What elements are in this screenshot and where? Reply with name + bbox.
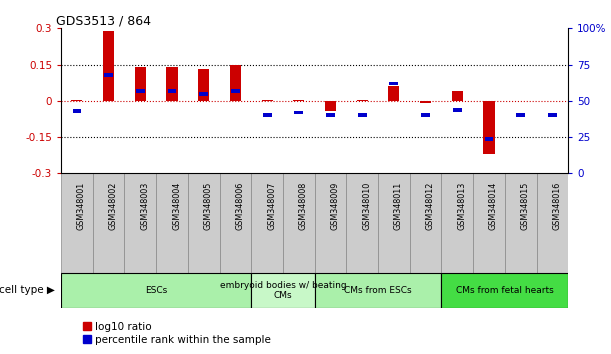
- Bar: [295, 110, 303, 114]
- Bar: [293, 100, 304, 101]
- Bar: [315, 273, 441, 308]
- Bar: [136, 89, 145, 93]
- Text: GSM348015: GSM348015: [521, 181, 530, 230]
- Text: GDS3513 / 864: GDS3513 / 864: [56, 14, 151, 27]
- Bar: [516, 114, 525, 117]
- Text: GSM348006: GSM348006: [235, 181, 244, 230]
- Bar: [73, 109, 81, 113]
- Bar: [315, 173, 346, 273]
- Text: GSM348007: GSM348007: [267, 181, 276, 230]
- Text: GSM348010: GSM348010: [362, 181, 371, 230]
- Bar: [410, 173, 441, 273]
- Bar: [156, 173, 188, 273]
- Bar: [358, 114, 367, 117]
- Bar: [199, 92, 208, 96]
- Bar: [346, 173, 378, 273]
- Text: GSM348002: GSM348002: [109, 181, 118, 230]
- Bar: [325, 101, 336, 110]
- Bar: [441, 173, 473, 273]
- Bar: [251, 173, 283, 273]
- Bar: [485, 137, 494, 141]
- Bar: [188, 173, 219, 273]
- Text: GSM348013: GSM348013: [457, 181, 466, 230]
- Bar: [104, 73, 113, 77]
- Bar: [262, 100, 273, 101]
- Bar: [125, 173, 156, 273]
- Text: GSM348014: GSM348014: [489, 181, 498, 230]
- Bar: [326, 114, 335, 117]
- Text: embryoid bodies w/ beating
CMs: embryoid bodies w/ beating CMs: [220, 281, 346, 300]
- Bar: [93, 173, 125, 273]
- Text: cell type ▶: cell type ▶: [0, 285, 55, 295]
- Text: CMs from fetal hearts: CMs from fetal hearts: [456, 286, 554, 295]
- Bar: [473, 173, 505, 273]
- Bar: [389, 86, 400, 101]
- Bar: [389, 81, 398, 85]
- Bar: [230, 65, 241, 101]
- Bar: [283, 173, 315, 273]
- Bar: [548, 114, 557, 117]
- Bar: [198, 69, 210, 101]
- Bar: [421, 114, 430, 117]
- Bar: [251, 273, 315, 308]
- Bar: [71, 100, 82, 101]
- Bar: [452, 91, 463, 101]
- Bar: [536, 173, 568, 273]
- Text: GSM348016: GSM348016: [552, 181, 562, 230]
- Bar: [483, 101, 494, 154]
- Bar: [219, 173, 251, 273]
- Bar: [103, 31, 114, 101]
- Text: GSM348009: GSM348009: [331, 181, 340, 230]
- Bar: [505, 173, 536, 273]
- Text: ESCs: ESCs: [145, 286, 167, 295]
- Text: GSM348003: GSM348003: [141, 181, 149, 230]
- Bar: [441, 273, 568, 308]
- Text: GSM348005: GSM348005: [203, 181, 213, 230]
- Bar: [357, 100, 368, 101]
- Bar: [231, 89, 240, 93]
- Bar: [378, 173, 410, 273]
- Legend: log10 ratio, percentile rank within the sample: log10 ratio, percentile rank within the …: [79, 317, 275, 349]
- Bar: [61, 173, 93, 273]
- Bar: [135, 67, 146, 101]
- Text: GSM348011: GSM348011: [394, 181, 403, 230]
- Text: GSM348012: GSM348012: [426, 181, 434, 230]
- Bar: [420, 101, 431, 103]
- Bar: [167, 89, 177, 93]
- Text: GSM348001: GSM348001: [77, 181, 86, 230]
- Text: CMs from ESCs: CMs from ESCs: [344, 286, 412, 295]
- Bar: [166, 67, 178, 101]
- Bar: [453, 108, 462, 112]
- Bar: [61, 273, 251, 308]
- Text: GSM348004: GSM348004: [172, 181, 181, 230]
- Text: GSM348008: GSM348008: [299, 181, 308, 230]
- Bar: [263, 114, 271, 117]
